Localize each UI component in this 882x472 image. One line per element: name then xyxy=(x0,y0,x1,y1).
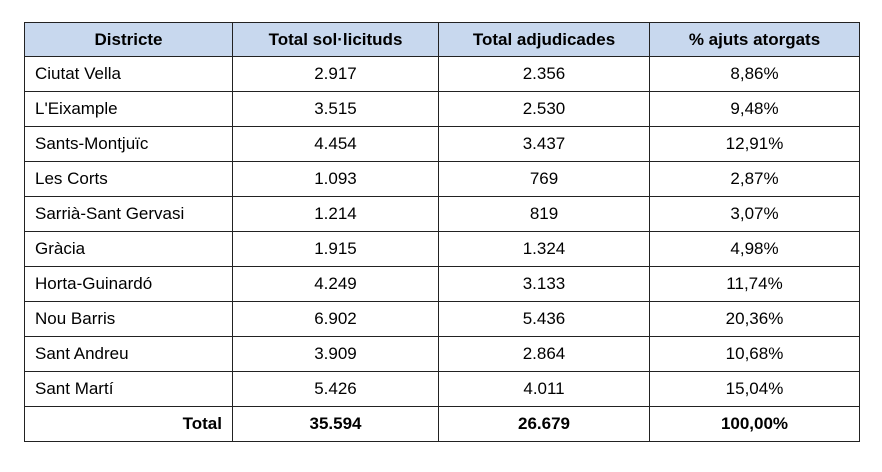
district-cell: Ciutat Vella xyxy=(24,56,233,92)
column-header-district: Districte xyxy=(24,22,233,57)
table-row: L'Eixample 3.515 2.530 9,48% xyxy=(24,91,860,127)
awarded-cell: 819 xyxy=(438,196,650,232)
percent-cell: 3,07% xyxy=(649,196,860,232)
percent-cell: 8,86% xyxy=(649,56,860,92)
table-header: Districte Total sol·licituds Total adjud… xyxy=(24,22,860,57)
awarded-cell: 5.436 xyxy=(438,301,650,337)
awarded-cell: 3.133 xyxy=(438,266,650,302)
percent-cell: 10,68% xyxy=(649,336,860,372)
requests-cell: 3.515 xyxy=(232,91,439,127)
total-percent: 100,00% xyxy=(649,406,860,442)
district-cell: Sants-Montjuïc xyxy=(24,126,233,162)
requests-cell: 1.093 xyxy=(232,161,439,197)
table-row: Horta-Guinardó 4.249 3.133 11,74% xyxy=(24,266,860,302)
total-row: Total 35.594 26.679 100,00% xyxy=(24,406,860,442)
table-row: Nou Barris 6.902 5.436 20,36% xyxy=(24,301,860,337)
percent-cell: 11,74% xyxy=(649,266,860,302)
requests-cell: 1.915 xyxy=(232,231,439,267)
column-header-percent: % ajuts atorgats xyxy=(649,22,860,57)
total-requests: 35.594 xyxy=(232,406,439,442)
table-row: Sant Martí 5.426 4.011 15,04% xyxy=(24,371,860,407)
district-cell: Sarrià-Sant Gervasi xyxy=(24,196,233,232)
requests-cell: 2.917 xyxy=(232,56,439,92)
percent-cell: 2,87% xyxy=(649,161,860,197)
awarded-cell: 2.530 xyxy=(438,91,650,127)
percent-cell: 12,91% xyxy=(649,126,860,162)
requests-cell: 5.426 xyxy=(232,371,439,407)
awarded-cell: 3.437 xyxy=(438,126,650,162)
district-cell: Horta-Guinardó xyxy=(24,266,233,302)
table-row: Gràcia 1.915 1.324 4,98% xyxy=(24,231,860,267)
district-cell: Gràcia xyxy=(24,231,233,267)
awarded-cell: 2.864 xyxy=(438,336,650,372)
table-row: Les Corts 1.093 769 2,87% xyxy=(24,161,860,197)
table-row: Sarrià-Sant Gervasi 1.214 819 3,07% xyxy=(24,196,860,232)
column-header-requests: Total sol·licituds xyxy=(232,22,439,57)
percent-cell: 15,04% xyxy=(649,371,860,407)
requests-cell: 1.214 xyxy=(232,196,439,232)
requests-cell: 6.902 xyxy=(232,301,439,337)
table-row: Sant Andreu 3.909 2.864 10,68% xyxy=(24,336,860,372)
district-cell: Nou Barris xyxy=(24,301,233,337)
requests-cell: 4.454 xyxy=(232,126,439,162)
column-header-awarded: Total adjudicades xyxy=(438,22,650,57)
awarded-cell: 4.011 xyxy=(438,371,650,407)
district-cell: Sant Martí xyxy=(24,371,233,407)
table-row: Sants-Montjuïc 4.454 3.437 12,91% xyxy=(24,126,860,162)
district-cell: L'Eixample xyxy=(24,91,233,127)
awarded-cell: 769 xyxy=(438,161,650,197)
table-footer: Total 35.594 26.679 100,00% xyxy=(24,406,860,442)
awarded-cell: 2.356 xyxy=(438,56,650,92)
district-cell: Les Corts xyxy=(24,161,233,197)
percent-cell: 4,98% xyxy=(649,231,860,267)
table-row: Ciutat Vella 2.917 2.356 8,86% xyxy=(24,56,860,92)
percent-cell: 20,36% xyxy=(649,301,860,337)
district-cell: Sant Andreu xyxy=(24,336,233,372)
header-row: Districte Total sol·licituds Total adjud… xyxy=(24,22,860,57)
requests-cell: 3.909 xyxy=(232,336,439,372)
requests-cell: 4.249 xyxy=(232,266,439,302)
percent-cell: 9,48% xyxy=(649,91,860,127)
table-body: Ciutat Vella 2.917 2.356 8,86% L'Eixample 3.5… xyxy=(24,56,860,407)
total-awarded: 26.679 xyxy=(438,406,650,442)
districts-table: Districte Total sol·licituds Total adjud… xyxy=(24,22,860,442)
awarded-cell: 1.324 xyxy=(438,231,650,267)
total-label: Total xyxy=(24,406,233,442)
